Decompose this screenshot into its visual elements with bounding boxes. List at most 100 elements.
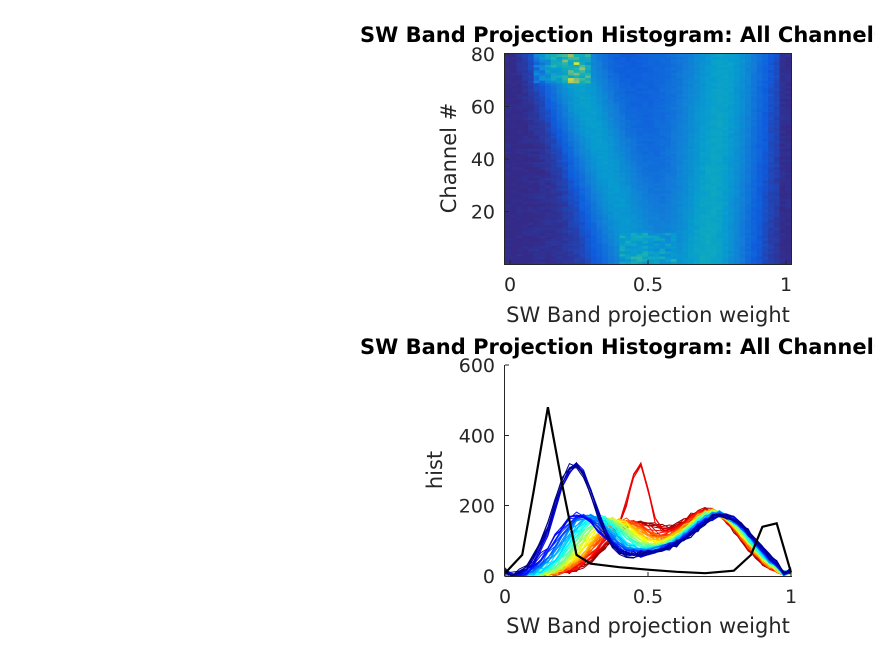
heatmap-cell [585, 85, 592, 89]
heatmap-cell [545, 135, 552, 139]
heatmap-cell [567, 208, 575, 212]
heatmap-cell [516, 261, 523, 265]
heatmap-cell [768, 54, 775, 58]
heatmap-cell [722, 67, 729, 71]
heatmap-cell [607, 243, 615, 247]
heatmap-cell [516, 130, 523, 134]
heatmap-cell [596, 172, 603, 176]
heatmap-cell [705, 54, 712, 58]
heatmap-cell [613, 75, 620, 79]
heatmap-cell [539, 193, 546, 197]
heatmap-cell [522, 195, 529, 199]
heatmap-cell [710, 67, 718, 71]
heatmap-cell [653, 143, 660, 147]
heatmap-cell [585, 206, 592, 210]
heatmap-cell [567, 130, 575, 134]
heatmap-cell [705, 172, 712, 176]
heatmap-cell [745, 166, 752, 170]
heatmap-cell [722, 169, 729, 173]
heatmap-cell [596, 80, 603, 84]
heatmap-cell [779, 117, 786, 121]
heatmap-cell [710, 253, 718, 257]
heatmap-cell [573, 253, 580, 257]
heatmap-cell [545, 130, 552, 134]
heatmap-cell [630, 256, 637, 260]
heatmap-cell [550, 182, 557, 186]
heatmap-cell [567, 193, 575, 197]
heatmap-cell [567, 96, 575, 100]
heatmap-cell [545, 229, 552, 233]
heatmap-cell [768, 177, 775, 181]
heatmap-cell [607, 138, 615, 142]
heatmap-cell [550, 111, 557, 115]
heatmap-cell [613, 124, 620, 128]
heatmap-cell [722, 258, 729, 262]
heatmap-cell [682, 203, 689, 207]
heatmap-cell [510, 187, 517, 191]
heatmap-cell [785, 169, 792, 173]
heatmap-cell [602, 90, 609, 94]
heatmap-cell [722, 219, 729, 223]
heatmap-cell [539, 185, 546, 189]
heatmap-cell [596, 229, 603, 233]
heatmap-cell [710, 145, 718, 149]
heatmap-cell [670, 117, 677, 121]
heatmap-cell [710, 156, 718, 160]
heatmap-cell [722, 61, 729, 65]
heatmap-cell [653, 101, 660, 105]
heatmap-cell [728, 164, 735, 168]
heatmap-cell [785, 117, 792, 121]
heatmap-cell [573, 169, 580, 173]
heatmap-cell [785, 164, 792, 168]
heatmap-cell [642, 235, 649, 239]
heatmap-cell [648, 117, 655, 121]
heatmap-cell [762, 103, 769, 107]
heatmap-cell [573, 135, 580, 139]
heatmap-cell [728, 195, 735, 199]
heatmap-cell [762, 61, 769, 65]
heatmap-cell [527, 138, 534, 142]
heatmap-cell [670, 93, 677, 97]
heatmap-cell [522, 229, 529, 233]
heatmap-cell [516, 169, 523, 173]
heatmap-cell [505, 256, 512, 260]
heatmap-cell [522, 88, 529, 92]
heatmap-cell [550, 195, 557, 199]
heatmap-cell [779, 166, 786, 170]
heatmap-cell [556, 174, 563, 178]
heatmap-cell [665, 161, 672, 165]
heatmap-cell [602, 240, 609, 244]
heatmap-cell [545, 201, 552, 205]
heatmap-cell [562, 229, 569, 233]
heatmap-cell [545, 203, 552, 207]
heatmap-cell [705, 193, 712, 197]
heatmap-cell [688, 114, 695, 118]
heatmap-cell [682, 177, 689, 181]
heatmap-cell [733, 166, 740, 170]
heatmap-cell [779, 208, 786, 212]
heatmap-cell [785, 229, 792, 233]
heatmap-cell [653, 148, 660, 152]
heatmap-cell [545, 245, 552, 249]
heatmap-cell [728, 169, 735, 173]
heatmap-cell [739, 75, 746, 79]
heatmap-cell [505, 109, 512, 113]
heatmap-cell [710, 161, 718, 165]
heatmap-cell [762, 166, 769, 170]
heatmap-cell [539, 124, 546, 128]
heatmap-cell [527, 54, 534, 58]
heatmap-cell [768, 127, 775, 131]
heatmap-cell [768, 85, 775, 89]
heatmap-cell [539, 143, 546, 147]
heatmap-cell [762, 156, 769, 160]
heatmap-cell [585, 185, 592, 189]
heatmap-cell [545, 198, 552, 202]
heatmap-cell [516, 109, 523, 113]
heatmap-cell [619, 82, 626, 86]
heatmap-cell [676, 145, 683, 149]
heatmap-cell [636, 56, 643, 60]
heatmap-cell [585, 164, 592, 168]
heatmap-cell [585, 182, 592, 186]
heatmap-cell [522, 169, 529, 173]
heatmap-cell [590, 206, 597, 210]
